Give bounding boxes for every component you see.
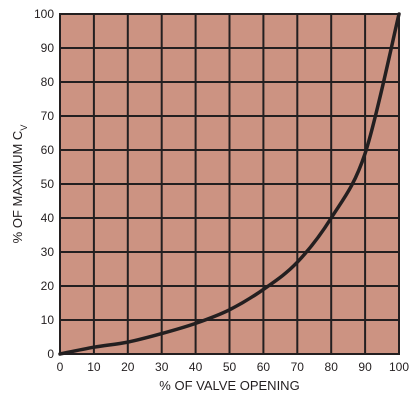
- y-tick-label: 40: [41, 211, 55, 225]
- x-tick-label: 30: [155, 360, 169, 374]
- y-tick-label: 80: [41, 75, 55, 89]
- y-tick-label: 10: [41, 313, 55, 327]
- x-tick-label: 80: [325, 360, 339, 374]
- x-axis-ticks: 0 10 20 30 40 50 60 70 80 90 100: [57, 360, 409, 374]
- y-tick-label: 0: [47, 347, 54, 361]
- plot-frame: [59, 13, 400, 355]
- y-tick-label: 90: [41, 41, 55, 55]
- x-axis-title: % OF VALVE OPENING: [159, 378, 299, 393]
- y-axis-title-subscript: V: [19, 125, 29, 131]
- y-tick-label: 30: [41, 245, 55, 259]
- x-tick-label: 100: [389, 360, 409, 374]
- y-tick-label: 70: [41, 109, 55, 123]
- series-line: [58, 12, 401, 356]
- x-tick-label: 60: [257, 360, 271, 374]
- x-tick-label: 50: [223, 360, 237, 374]
- y-axis-title-main: % OF MAXIMUM C: [10, 131, 25, 244]
- y-axis-title: % OF MAXIMUM CV: [10, 125, 29, 244]
- y-tick-label: 50: [41, 177, 55, 191]
- x-tick-label: 70: [291, 360, 305, 374]
- y-axis-ticks: 0 10 20 30 40 50 60 70 80 90 100: [34, 7, 54, 361]
- y-tick-label: 60: [41, 143, 55, 157]
- x-tick-label: 90: [358, 360, 372, 374]
- y-tick-label: 100: [34, 7, 54, 21]
- x-tick-label: 20: [121, 360, 135, 374]
- x-tick-label: 10: [87, 360, 101, 374]
- x-tick-label: 0: [57, 360, 64, 374]
- x-tick-label: 40: [189, 360, 203, 374]
- y-tick-label: 20: [41, 279, 55, 293]
